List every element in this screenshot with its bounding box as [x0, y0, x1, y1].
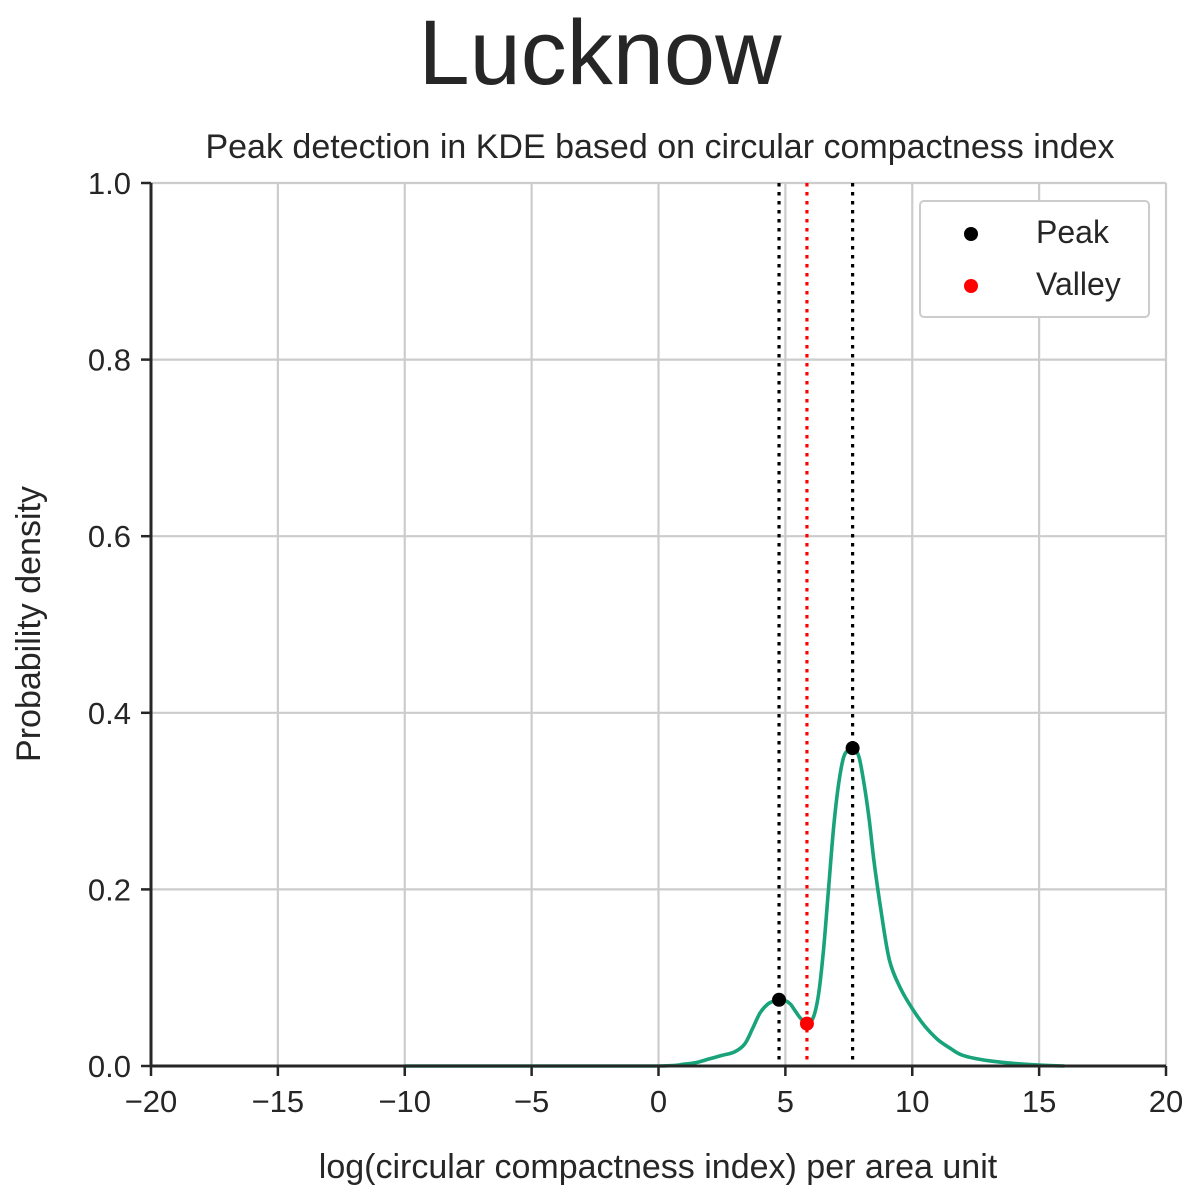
legend-peak-label: Peak — [1036, 214, 1110, 250]
chart-title: Peak detection in KDE based on circular … — [205, 128, 1114, 166]
peak-point — [845, 741, 860, 756]
peak-point — [772, 992, 787, 1007]
x-tick-label: 0 — [650, 1084, 667, 1119]
x-tick-label: −5 — [514, 1084, 549, 1119]
legend: Peak Valley — [919, 200, 1150, 318]
y-tick-label: 0.0 — [88, 1049, 131, 1084]
markers — [772, 741, 860, 1031]
x-tick-label: 15 — [1022, 1084, 1056, 1119]
x-tick-label: 10 — [895, 1084, 929, 1119]
x-axis-label: log(circular compactness index) per area… — [319, 1148, 998, 1186]
kde-series — [404, 745, 1065, 1068]
y-axis-label: Probability density — [10, 486, 48, 762]
chart-suptitle: Lucknow — [418, 2, 782, 104]
x-tick-label: 20 — [1149, 1084, 1183, 1119]
x-tick-label: −15 — [252, 1084, 305, 1119]
y-tick-label: 1.0 — [88, 166, 131, 201]
vertical-reference-lines — [777, 183, 855, 1066]
y-tick-label: 0.6 — [88, 519, 131, 554]
y-tick-label: 0.4 — [88, 696, 131, 731]
valley-point — [799, 1016, 814, 1031]
y-tick-label: 0.2 — [88, 872, 131, 907]
y-tick-label: 0.8 — [88, 343, 131, 378]
x-tick-label: −20 — [125, 1084, 178, 1119]
legend-valley-label: Valley — [1036, 266, 1121, 302]
kde-line — [404, 745, 1065, 1068]
x-tick-label: 5 — [777, 1084, 794, 1119]
x-tick-label: −10 — [378, 1084, 431, 1119]
grid — [151, 181, 1168, 1066]
legend-peak-marker — [964, 227, 978, 241]
ticks: −20 −15 −10 −5 0 5 10 15 20 0.0 0.2 0.4 0.6 0.8 1.0 — [88, 166, 1183, 1119]
legend-valley-marker — [964, 279, 978, 293]
